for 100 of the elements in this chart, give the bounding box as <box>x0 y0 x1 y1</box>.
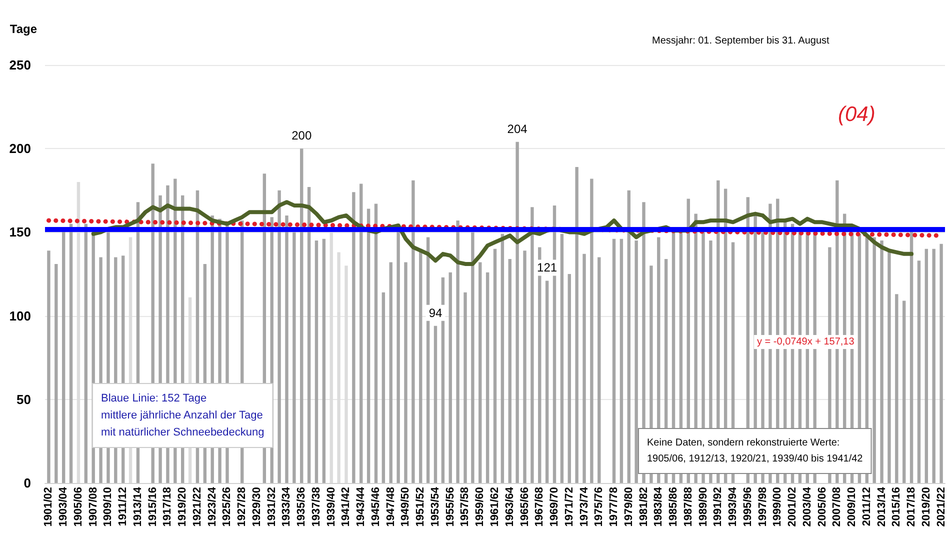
x-tick-label: 1927/28 <box>236 487 248 527</box>
x-tick-label: 1929/30 <box>250 487 263 527</box>
bar <box>366 208 370 483</box>
y-tick-label: 100 <box>9 308 31 324</box>
x-tick-label: 1987/88 <box>682 487 694 527</box>
x-tick-label: 2015/16 <box>890 487 903 527</box>
x-tick-label: 1925/26 <box>221 487 234 527</box>
x-tick-label: 1935/36 <box>296 487 308 527</box>
bar <box>888 250 891 483</box>
x-tick-label: 1921/22 <box>191 487 204 527</box>
x-tick-label: 1985/86 <box>668 487 680 527</box>
x-tick-label: 1953/54 <box>429 486 442 527</box>
x-tick-label: 1951/52 <box>414 487 427 527</box>
bar <box>404 262 408 483</box>
bar <box>374 204 378 483</box>
x-tick-label: 1945/46 <box>370 487 382 527</box>
annotation: (04) <box>838 103 876 126</box>
x-tick-label: 1983/84 <box>652 486 665 527</box>
x-tick-label: 1931/32 <box>266 487 278 527</box>
bar <box>382 292 386 483</box>
x-tick-label: 2009/10 <box>846 487 858 527</box>
x-tick-label: 1911/12 <box>117 487 130 526</box>
bar <box>314 240 318 483</box>
bar <box>434 326 438 483</box>
bar <box>620 238 624 483</box>
x-tick-label: 1957/58 <box>459 487 472 527</box>
x-tick-label: 1905/06 <box>72 487 84 527</box>
x-tick-label: 2007/08 <box>831 487 844 527</box>
bar <box>627 190 630 483</box>
bar <box>910 230 914 483</box>
data-label: 204 <box>507 122 528 136</box>
bar <box>448 272 452 483</box>
bar <box>902 300 906 483</box>
bar <box>590 178 594 483</box>
x-tick-label: 1979/80 <box>622 487 635 527</box>
bar <box>62 230 66 483</box>
y-tick-label: 250 <box>9 58 31 72</box>
y-tick-label: 200 <box>9 141 31 156</box>
bar <box>412 180 415 483</box>
x-tick-label: 2013/14 <box>876 486 888 527</box>
x-tick-label: 1999/00 <box>772 487 784 527</box>
bar <box>932 248 936 483</box>
x-tick-label: 2001/02 <box>786 487 799 527</box>
data-label: 121 <box>537 260 558 275</box>
x-tick-label: 1933/34 <box>280 486 293 527</box>
bar <box>478 262 482 483</box>
x-tick-label: 1937/38 <box>310 487 322 527</box>
bar <box>292 232 296 483</box>
x-tick-label: 1947/48 <box>384 487 397 527</box>
y-tick-label: 150 <box>9 224 31 240</box>
bar <box>278 190 281 483</box>
x-tick-label: 1903/04 <box>58 486 70 527</box>
bar <box>500 234 504 483</box>
bar <box>582 254 586 483</box>
bar <box>516 142 519 483</box>
x-tick-label: 1901/02 <box>42 487 55 527</box>
bar <box>598 257 601 483</box>
annotation: Keine Daten, sondern rekonstruierte Werte: 1905/06, 1912/13, 1920/21, 1939/40 bis 1941/42 <box>647 438 864 464</box>
bar <box>352 192 356 483</box>
x-tick-label: 1997/98 <box>756 487 769 527</box>
x-tick-label: 1943/44 <box>355 486 368 527</box>
x-tick-label: 1969/70 <box>548 487 561 527</box>
x-tick-label: 2003/04 <box>801 486 814 527</box>
bar <box>924 248 928 483</box>
x-tick-label: 1913/14 <box>132 486 144 527</box>
x-tick-label: 1973/74 <box>578 486 590 527</box>
x-tick-label: 1939/40 <box>325 487 338 527</box>
bar <box>634 240 638 483</box>
bar <box>917 260 921 483</box>
x-tick-label: 1955/56 <box>444 487 456 527</box>
bar <box>486 272 490 483</box>
x-tick-label: 1975/76 <box>593 487 606 527</box>
bar <box>360 184 363 483</box>
x-tick-label: 1995/96 <box>742 487 754 527</box>
x-tick-label: 2021/22 <box>935 487 948 527</box>
x-tick-label: 1967/68 <box>534 487 546 527</box>
data-label: 94 <box>428 306 442 320</box>
annotation: y = -0,0749x + 157,13 <box>757 336 855 348</box>
bar <box>471 232 474 483</box>
x-tick-label: 1965/66 <box>518 487 531 527</box>
x-tick-label: 1981/82 <box>638 487 650 527</box>
x-tick-label: 1909/10 <box>102 487 114 527</box>
x-tick-label: 1949/50 <box>400 487 412 527</box>
bar <box>307 187 311 483</box>
x-tick-label: 2011/12 <box>860 487 873 526</box>
bar <box>84 224 88 483</box>
data-label: 200 <box>292 128 312 143</box>
bar <box>560 234 564 483</box>
x-tick-label: 1919/20 <box>176 487 189 527</box>
bar <box>493 248 497 483</box>
x-tick-label: 1923/24 <box>206 486 218 527</box>
bar <box>300 148 304 483</box>
bar <box>285 215 288 483</box>
bar <box>612 238 616 483</box>
bar <box>54 264 58 483</box>
x-tick-label: 1917/18 <box>162 487 174 527</box>
x-tick-label: 1959/60 <box>474 487 486 527</box>
y-tick-label: 50 <box>16 392 31 407</box>
bar <box>464 292 467 483</box>
bar <box>880 240 884 483</box>
